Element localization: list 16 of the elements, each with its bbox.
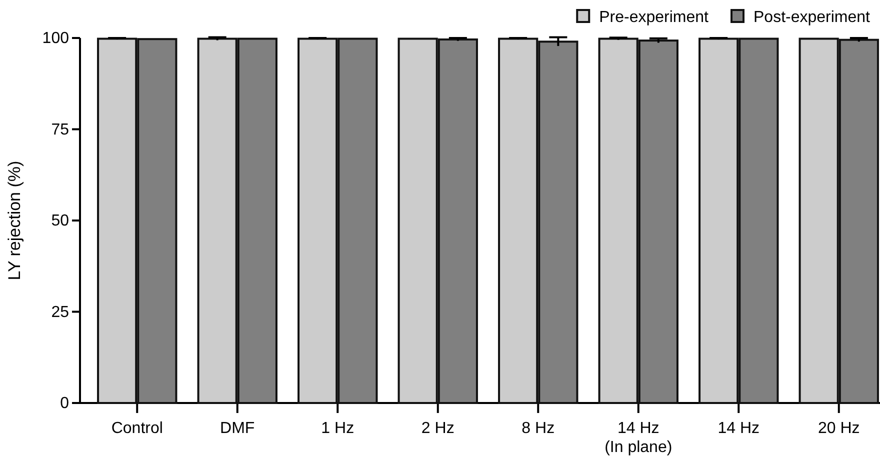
legend-label: Pre-experiment bbox=[599, 9, 710, 26]
y-axis-title: LY rejection (%) bbox=[5, 160, 24, 280]
y-tick-label: 75 bbox=[51, 121, 70, 138]
x-tick-label: 14 Hz bbox=[718, 420, 760, 437]
x-tick-label: 2 Hz bbox=[421, 420, 454, 437]
y-tick-label: 100 bbox=[42, 30, 70, 48]
x-tick-label: 20 Hz bbox=[818, 420, 860, 437]
x-tick-label: 1 Hz bbox=[321, 420, 354, 437]
x-tick-label: 8 Hz bbox=[522, 420, 555, 437]
x-tick-label: Control bbox=[111, 420, 163, 437]
y-tick-label: 25 bbox=[51, 304, 70, 321]
y-tick-label: 0 bbox=[60, 395, 70, 412]
legend-label: Post-experiment bbox=[754, 9, 871, 26]
y-tick-label: 50 bbox=[51, 212, 70, 230]
x-tick-label: DMF bbox=[220, 420, 255, 437]
x-tick-label: 14 Hz (In plane) bbox=[604, 420, 672, 456]
